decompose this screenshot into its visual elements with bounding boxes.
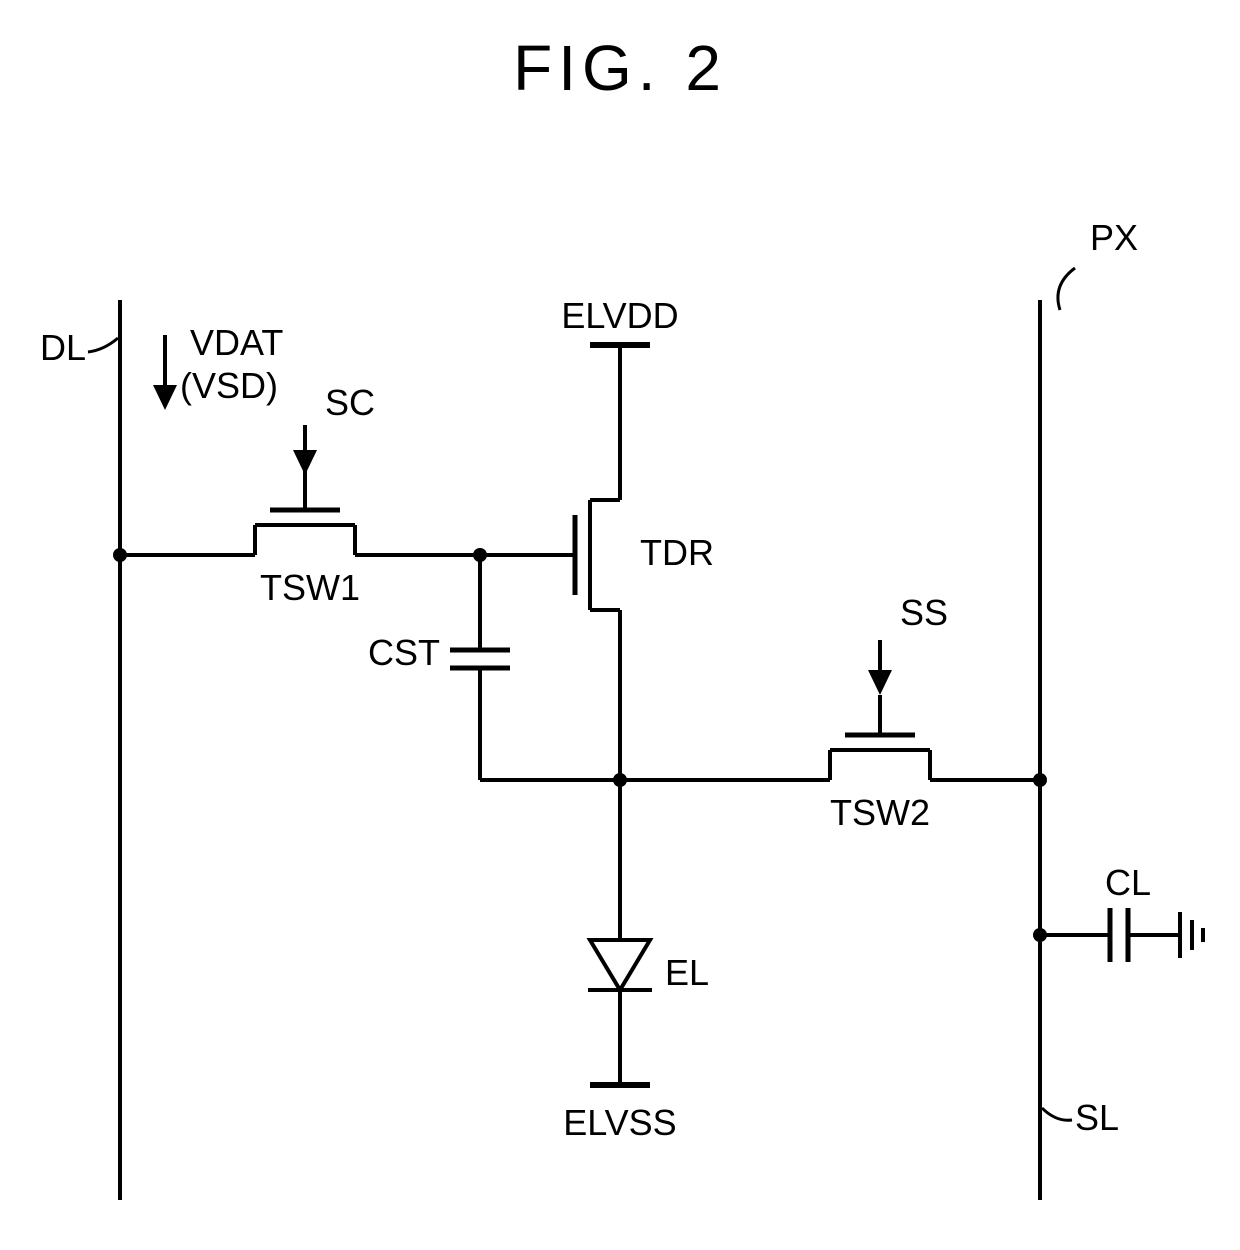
cst-label: CST (368, 632, 440, 673)
cst-capacitor (450, 650, 510, 668)
el-diode (588, 940, 652, 990)
cl-label: CL (1105, 862, 1151, 903)
tsw1-label: TSW1 (260, 567, 360, 608)
elvss-label: ELVSS (563, 1102, 676, 1143)
tsw2-label: TSW2 (830, 792, 930, 833)
circuit-diagram: FIG. 2 DL SL PX VDAT (VSD) ELVDD SC TSW1 (0, 0, 1240, 1250)
sc-arrow-head (293, 450, 317, 475)
node-sl-top (1033, 773, 1047, 787)
dl-leader (88, 338, 118, 352)
vdat-label: VDAT (190, 322, 283, 363)
cl-capacitor (1110, 908, 1128, 962)
tsw1-transistor (255, 470, 355, 555)
sl-leader (1042, 1108, 1072, 1120)
ss-label: SS (900, 592, 948, 633)
tdr-label: TDR (640, 532, 714, 573)
vsd-label: (VSD) (180, 365, 278, 406)
elvdd-label: ELVDD (561, 295, 678, 336)
figure-title: FIG. 2 (513, 32, 727, 104)
dl-label: DL (40, 327, 86, 368)
px-label: PX (1090, 217, 1138, 258)
ss-arrow-head (868, 670, 892, 695)
tsw2-transistor (830, 695, 930, 780)
sc-label: SC (325, 382, 375, 423)
sl-label: SL (1075, 1097, 1119, 1138)
px-leader (1058, 268, 1075, 310)
tdr-transistor (560, 500, 620, 610)
vdat-arrow-head (153, 385, 177, 410)
el-label: EL (665, 952, 709, 993)
ground-icon (1180, 912, 1203, 958)
